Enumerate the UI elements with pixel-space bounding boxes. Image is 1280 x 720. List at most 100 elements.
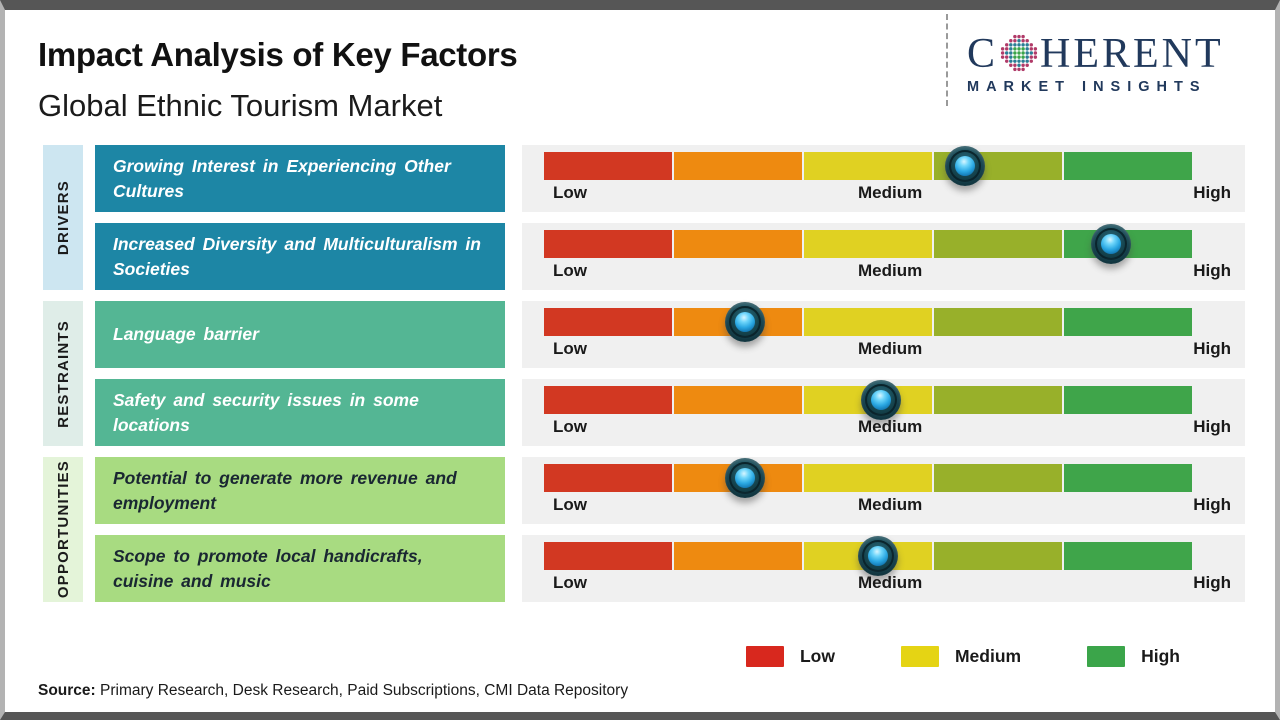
segment-yellowgreen: [934, 308, 1062, 336]
factor-box: Safety and security issues in some locat…: [95, 379, 505, 446]
scale-labels: Low Medium High: [522, 339, 1245, 359]
segment-red: [544, 152, 672, 180]
brand-letter: C: [967, 31, 999, 77]
scale-medium: Medium: [857, 183, 923, 202]
rating-bar: [544, 464, 1192, 492]
segment-yellowgreen: [934, 464, 1062, 492]
scale-medium: Medium: [857, 339, 923, 358]
category-label: DRIVERS: [54, 179, 72, 256]
scale-medium: Medium: [857, 261, 923, 280]
scale-low: Low: [553, 183, 587, 202]
scale-high: High: [1193, 417, 1231, 436]
factor-box: Scope to promote local handicrafts, cuis…: [95, 535, 505, 602]
segment-yellow: [804, 230, 932, 258]
rating-panel: Low Medium High: [522, 223, 1245, 290]
scale-low: Low: [553, 339, 587, 358]
rating-marker: [945, 146, 986, 186]
rating-bar: [544, 308, 1192, 336]
factor-label: Growing Interest in Experiencing Other C…: [113, 156, 451, 201]
scale-medium: Medium: [857, 495, 923, 514]
scale-medium: Medium: [857, 417, 923, 436]
scale-labels: Low Medium High: [522, 495, 1245, 515]
page-subtitle: Global Ethnic Tourism Market: [38, 88, 443, 123]
category-opportunities: OPPORTUNITIES: [43, 457, 83, 602]
factor-box: Growing Interest in Experiencing Other C…: [95, 145, 505, 212]
segment-red: [544, 230, 672, 258]
legend-label: Medium: [954, 646, 1022, 666]
segment-red: [544, 542, 672, 570]
impact-matrix: DRIVERS Growing Interest in Experiencing…: [43, 145, 1250, 602]
source-text: Primary Research, Desk Research, Paid Su…: [95, 682, 629, 699]
legend: Low Medium High: [5, 646, 1180, 667]
scale-high: High: [1193, 261, 1231, 280]
factor-label: Potential to generate more revenue and e…: [113, 468, 457, 513]
scale-low: Low: [553, 573, 587, 592]
segment-orange: [674, 386, 802, 414]
legend-item-high: High: [1087, 646, 1180, 667]
rating-marker: [724, 302, 765, 342]
page-title: Impact Analysis of Key Factors: [38, 36, 518, 73]
legend-label: Low: [799, 646, 835, 666]
scale-high: High: [1193, 495, 1231, 514]
scale-low: Low: [553, 495, 587, 514]
segment-orange: [674, 230, 802, 258]
segment-green: [1064, 542, 1192, 570]
factor-box: Potential to generate more revenue and e…: [95, 457, 505, 524]
segment-red: [544, 386, 672, 414]
factor-box: Increased Diversity and Multiculturalism…: [95, 223, 505, 290]
dotted-globe-icon: [1000, 34, 1038, 72]
scale-labels: Low Medium High: [522, 261, 1245, 281]
segment-yellow: [804, 308, 932, 336]
rating-marker: [857, 536, 898, 576]
segment-red: [544, 308, 672, 336]
segment-yellow: [804, 464, 932, 492]
rating-marker: [1091, 224, 1131, 264]
category-drivers: DRIVERS: [43, 145, 83, 290]
rating-bar: [544, 152, 1192, 180]
legend-swatch-medium: [900, 646, 939, 667]
factor-label: Language barrier: [113, 324, 259, 345]
rating-panel: Low Medium High: [522, 535, 1245, 602]
segment-orange: [674, 152, 802, 180]
factor-label: Increased Diversity and Multiculturalism…: [113, 234, 481, 279]
scale-labels: Low Medium High: [522, 183, 1245, 203]
source-prefix: Source:: [38, 682, 96, 699]
factor-box: Language barrier: [95, 301, 505, 368]
category-label: OPPORTUNITIES: [54, 460, 72, 599]
segment-green: [1064, 386, 1192, 414]
segment-orange: [674, 542, 802, 570]
header: Impact Analysis of Key Factors Global Et…: [5, 10, 1275, 145]
segment-red: [544, 464, 672, 492]
legend-label: High: [1141, 646, 1180, 666]
rating-panel: Low Medium High: [522, 379, 1245, 446]
legend-item-low: Low: [745, 646, 835, 667]
brand-name: C HERENT: [967, 32, 1263, 76]
category-label: RESTRAINTS: [54, 319, 72, 428]
source-note: Source: Primary Research, Desk Research,…: [38, 682, 1275, 700]
scale-high: High: [1193, 183, 1231, 202]
scale-low: Low: [553, 417, 587, 436]
brand-letters: HERENT: [1040, 31, 1224, 77]
scale-labels: Low Medium High: [522, 573, 1245, 593]
factor-label: Safety and security issues in some locat…: [113, 390, 419, 435]
scale-high: High: [1193, 339, 1231, 358]
segment-yellowgreen: [934, 230, 1062, 258]
rating-panel: Low Medium High: [522, 457, 1245, 524]
category-restraints: RESTRAINTS: [43, 301, 83, 446]
rating-panel: Low Medium High: [522, 301, 1245, 368]
scale-medium: Medium: [857, 573, 923, 592]
legend-item-medium: Medium: [900, 646, 1022, 667]
rating-marker: [724, 458, 765, 498]
segment-yellowgreen: [934, 386, 1062, 414]
segment-green: [1064, 464, 1192, 492]
rating-marker: [860, 380, 901, 420]
legend-swatch-low: [745, 646, 784, 667]
scale-high: High: [1193, 573, 1231, 592]
segment-green: [1064, 152, 1192, 180]
legend-swatch-high: [1087, 646, 1126, 667]
scale-labels: Low Medium High: [522, 417, 1245, 437]
segment-green: [1064, 308, 1192, 336]
scale-low: Low: [553, 261, 587, 280]
factor-label: Scope to promote local handicrafts, cuis…: [113, 546, 423, 591]
